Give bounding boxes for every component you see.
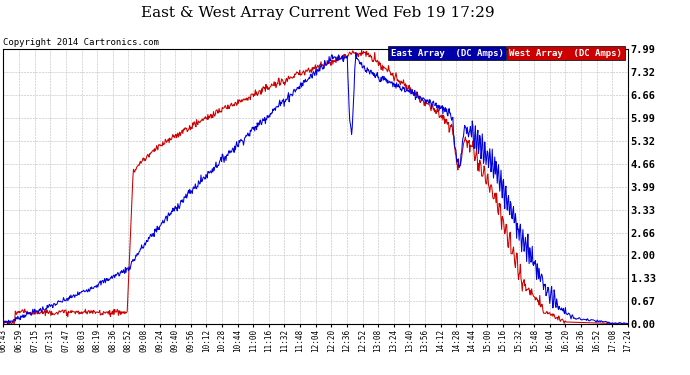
Text: West Array  (DC Amps): West Array (DC Amps)	[509, 49, 622, 58]
Text: Copyright 2014 Cartronics.com: Copyright 2014 Cartronics.com	[3, 38, 159, 47]
Text: East & West Array Current Wed Feb 19 17:29: East & West Array Current Wed Feb 19 17:…	[141, 6, 494, 20]
Text: East Array  (DC Amps): East Array (DC Amps)	[391, 49, 504, 58]
